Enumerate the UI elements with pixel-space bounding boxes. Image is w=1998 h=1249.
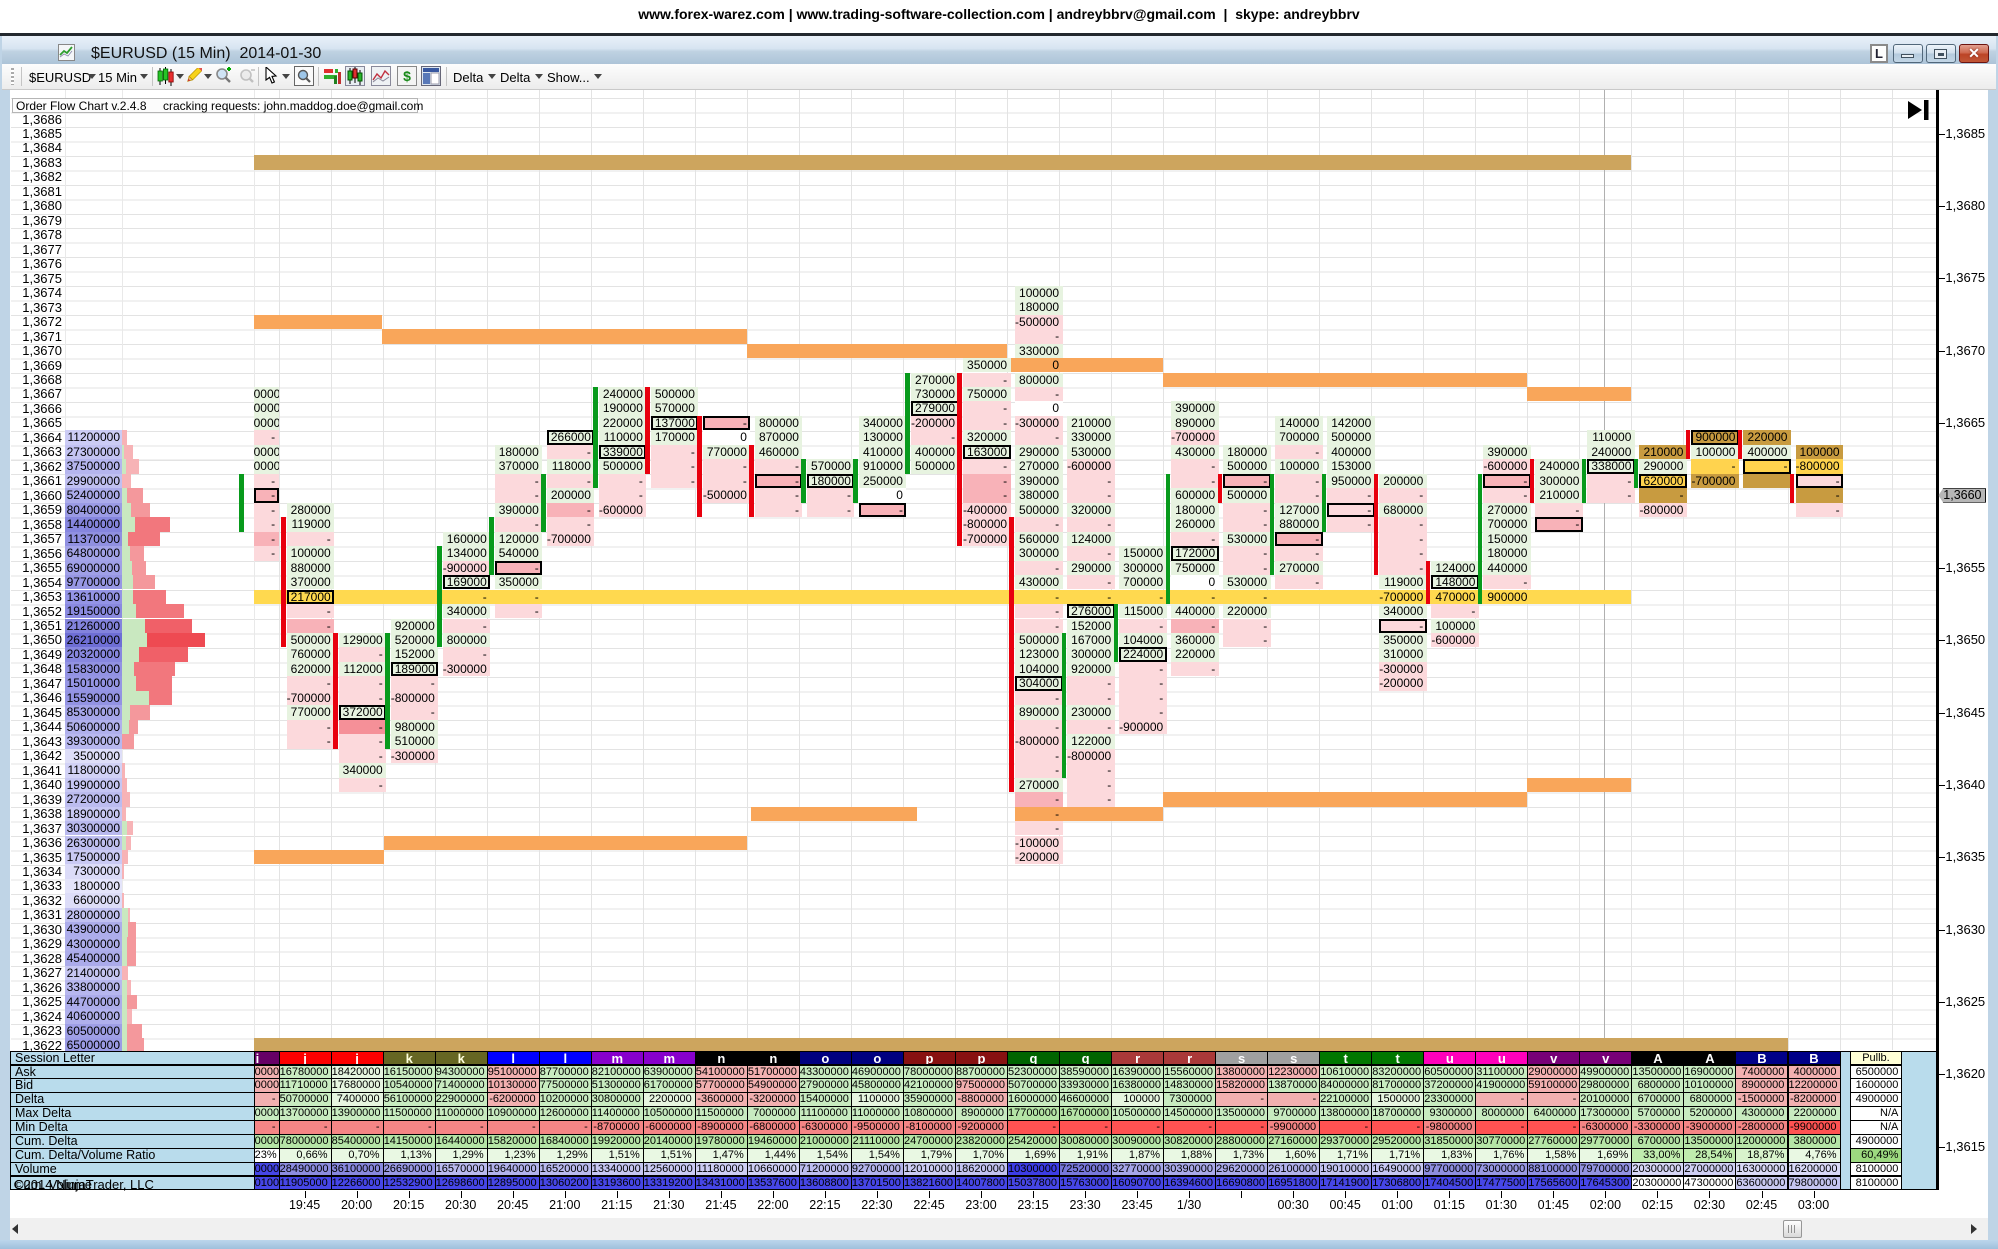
svg-text:$: $ <box>403 68 411 84</box>
